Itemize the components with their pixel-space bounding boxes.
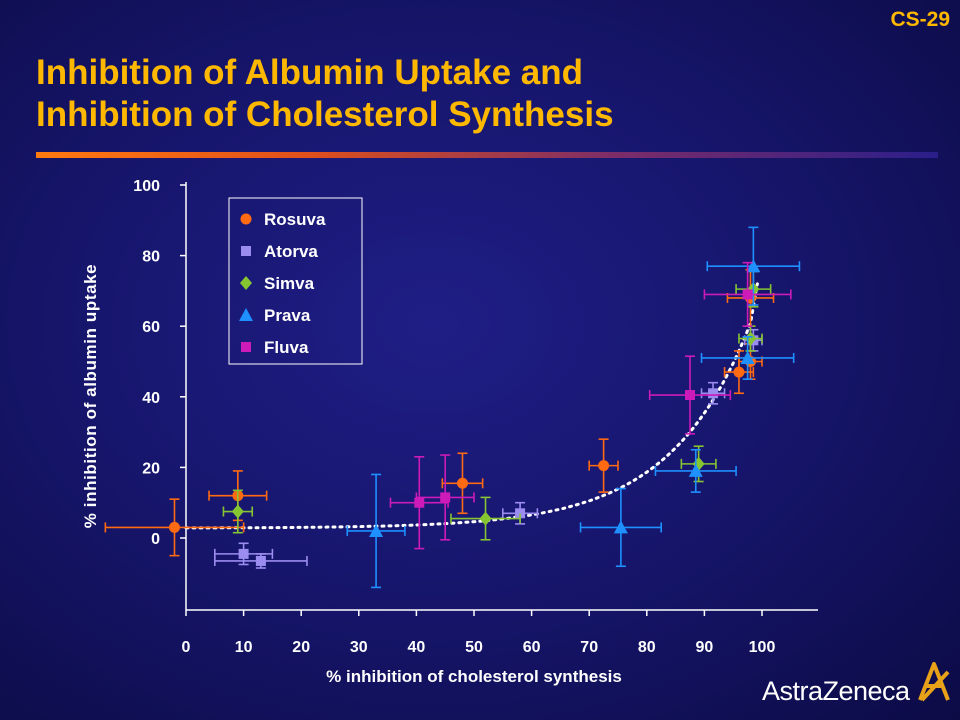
marker-square — [241, 246, 251, 256]
marker-square — [742, 289, 753, 300]
title-divider — [36, 152, 938, 158]
marker-square — [685, 390, 695, 401]
marker-triangle — [369, 523, 384, 537]
marker-square — [241, 342, 251, 352]
marker-circle — [598, 460, 610, 472]
marker-square — [440, 492, 451, 503]
chart-points — [104, 226, 801, 589]
y-tick-label: 80 — [142, 249, 160, 266]
marker-triangle — [688, 463, 703, 477]
marker-diamond — [240, 276, 252, 290]
y-axis-label: % inhibition of albumin uptake — [81, 264, 100, 529]
y-tick-label: 20 — [142, 460, 160, 477]
x-tick-label: 20 — [292, 639, 310, 656]
legend-label-simva: Simva — [264, 274, 315, 293]
x-tick-label: 10 — [235, 639, 253, 656]
y-tick-label: 0 — [151, 531, 160, 548]
x-tick-label: 80 — [638, 639, 656, 656]
legend-label-fluva: Fluva — [264, 338, 309, 357]
chart-axes: 0 20 40 60 80 100 0 10 20 30 40 50 60 70 80 90 100 % inhi… — [81, 178, 818, 686]
x-tick-label: 50 — [465, 639, 483, 656]
marker-diamond — [479, 511, 492, 526]
x-tick-label: 40 — [408, 639, 426, 656]
marker-square — [238, 548, 249, 559]
y-tick-label: 100 — [133, 178, 160, 195]
marker-circle — [168, 521, 180, 533]
marker-diamond — [231, 504, 244, 519]
legend-box — [228, 197, 363, 365]
marker-square — [255, 555, 266, 566]
series-atorva — [214, 328, 763, 569]
x-tick-label: 60 — [523, 639, 541, 656]
marker-triangle — [740, 350, 755, 364]
error-bars — [700, 381, 726, 405]
marker-triangle — [613, 520, 628, 534]
series-prava — [346, 226, 801, 589]
marker-triangle — [746, 259, 761, 273]
slide-title: Inhibition of Albumin Uptake and Inhibit… — [36, 52, 896, 136]
marker-circle — [733, 366, 745, 378]
x-tick-label: 0 — [182, 639, 191, 656]
series-fluva — [389, 261, 792, 550]
legend-label-atorva: Atorva — [264, 242, 318, 261]
x-tick-label: 70 — [580, 639, 598, 656]
astrazeneca-logo-icon — [918, 662, 950, 702]
marker-square — [708, 388, 719, 399]
marker-circle — [240, 213, 252, 225]
marker-circle — [456, 477, 468, 489]
slide-number: CS-29 — [890, 8, 950, 31]
marker-square — [515, 508, 526, 519]
legend-label-rosuva: Rosuva — [264, 210, 326, 229]
marker-triangle — [239, 308, 253, 321]
x-tick-label: 30 — [350, 639, 368, 656]
y-tick-label: 40 — [142, 390, 160, 407]
series-rosuva — [104, 268, 775, 557]
chart-legend: Rosuva Atorva Simva Prava Fluva — [228, 197, 363, 365]
marker-square — [414, 497, 425, 508]
x-tick-label: 100 — [749, 639, 776, 656]
legend-label-prava: Prava — [264, 306, 311, 325]
x-tick-label: 90 — [696, 639, 714, 656]
title-line-2: Inhibition of Cholesterol Synthesis — [36, 95, 614, 134]
astrazeneca-logo-text: AstraZeneca — [762, 676, 910, 706]
y-tick-label: 60 — [142, 319, 160, 336]
title-line-1: Inhibition of Albumin Uptake and — [36, 53, 583, 92]
x-axis-label: % inhibition of cholesterol synthesis — [326, 667, 622, 686]
